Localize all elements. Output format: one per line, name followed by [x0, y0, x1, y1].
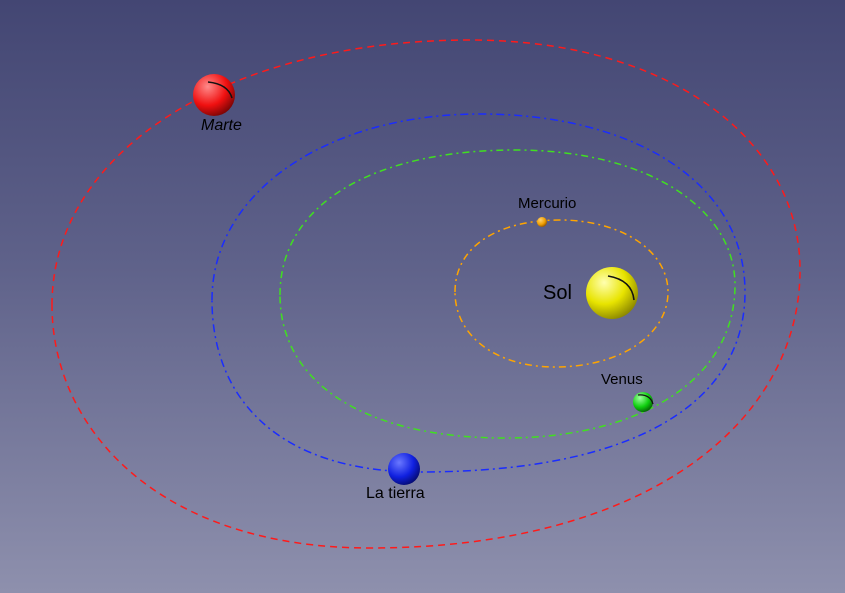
sun-label: Sol: [543, 282, 572, 304]
sun-sphere: [586, 267, 638, 319]
venus-orbit: [279, 149, 736, 439]
mars-orbit: [51, 39, 801, 549]
mars-rotation-mark: [207, 81, 233, 99]
mars[interactable]: Marte: [193, 74, 242, 134]
mars-label: Marte: [201, 117, 242, 134]
venus[interactable]: Venus: [601, 371, 654, 412]
mercury-orbit: [454, 219, 669, 368]
mars-sphere: [193, 74, 235, 116]
mercury-label: Mercurio: [518, 195, 576, 212]
mercury-sphere: [537, 217, 547, 227]
venus-rotation-mark: [637, 394, 654, 405]
sun[interactable]: Sol: [543, 267, 638, 319]
earth-sphere: [388, 453, 420, 485]
sun-rotation-mark: [607, 275, 635, 301]
venus-label: Venus: [601, 371, 643, 388]
earth[interactable]: La tierra: [366, 453, 425, 502]
mercury[interactable]: Mercurio: [518, 195, 576, 227]
earth-label: La tierra: [366, 485, 425, 502]
earth-orbit: [211, 113, 746, 473]
